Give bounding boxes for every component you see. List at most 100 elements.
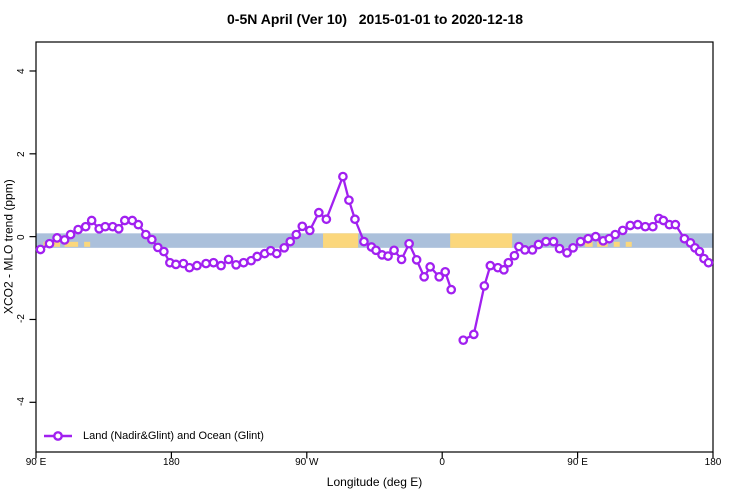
- zero-band-speckle: [585, 241, 593, 247]
- y-tick-label: -2: [16, 315, 27, 324]
- data-point: [527, 245, 538, 255]
- data-point: [694, 246, 705, 257]
- data-point: [583, 233, 593, 244]
- data-point: [359, 236, 369, 247]
- data-point: [562, 247, 572, 258]
- data-point: [610, 229, 621, 240]
- data-point: [201, 258, 211, 269]
- x-axis-label: Longitude (deg E): [326, 475, 423, 489]
- data-point: [389, 245, 399, 256]
- data-point: [396, 254, 407, 265]
- data-point: [59, 235, 70, 245]
- data-point: [285, 236, 296, 247]
- data-point: [509, 250, 520, 261]
- data-point: [208, 257, 219, 268]
- data-point: [617, 225, 628, 236]
- data-point: [350, 214, 360, 225]
- x-tick-label: 90 E: [25, 457, 47, 468]
- data-point: [434, 271, 445, 282]
- x-tick-label: 180: [163, 457, 180, 468]
- data-point: [485, 260, 496, 271]
- data-point: [440, 266, 451, 277]
- data-point: [554, 243, 565, 254]
- data-point: [100, 221, 111, 232]
- zero-band-speckle: [64, 241, 79, 247]
- data-point: [231, 259, 241, 270]
- data-point: [65, 229, 76, 240]
- data-point: [192, 260, 202, 271]
- x-tick-label: 180: [704, 457, 722, 468]
- plot-box: [35, 41, 714, 453]
- data-point: [575, 236, 586, 247]
- y-axis-label: XCO2 - MLO trend (ppm): [1, 179, 16, 315]
- zero-band-speckle: [613, 241, 620, 247]
- zero-band-speckle: [625, 241, 632, 247]
- data-point: [468, 329, 479, 340]
- data-point: [223, 254, 234, 265]
- data-point: [446, 284, 457, 295]
- data-point: [383, 251, 393, 261]
- data-point: [590, 231, 601, 242]
- data-point: [304, 225, 315, 236]
- zero-band-speckle: [84, 241, 91, 247]
- data-point: [146, 234, 157, 245]
- data-point: [113, 223, 124, 234]
- x-tick-label: 90 W: [295, 457, 319, 468]
- y-tick-label: 2: [16, 151, 27, 157]
- data-point: [625, 220, 636, 231]
- data-point: [703, 257, 714, 268]
- series-line: [39, 175, 453, 291]
- data-point: [216, 260, 226, 271]
- y-tick-label: 4: [16, 68, 27, 74]
- data-point: [548, 236, 559, 247]
- data-point: [499, 264, 509, 275]
- data-point: [479, 281, 490, 291]
- data-point: [411, 254, 422, 265]
- data-point: [133, 219, 144, 230]
- data-point: [291, 229, 302, 240]
- chart-title: 0-5N April (Ver 10) 2015-01-01 to 2020-1…: [227, 11, 523, 27]
- data-point: [238, 257, 249, 268]
- data-point: [140, 229, 151, 240]
- legend-line-marker-icon: [44, 431, 72, 441]
- legend: Land (Nadir&Glint) and Ocean (Glint): [42, 429, 264, 443]
- data-point: [670, 219, 681, 230]
- data-point: [321, 214, 332, 225]
- data-point: [419, 271, 429, 282]
- data-point: [568, 242, 578, 253]
- data-point: [503, 257, 514, 268]
- y-tick-label: 0: [16, 233, 27, 240]
- data-point: [271, 248, 282, 259]
- data-point: [520, 245, 530, 255]
- data-point: [119, 215, 130, 226]
- data-point: [86, 215, 97, 226]
- data-point: [35, 244, 46, 255]
- data-point: [171, 259, 181, 270]
- data-point: [640, 221, 651, 232]
- zero-band-orange: [323, 233, 359, 248]
- data-point: [159, 246, 169, 257]
- data-point: [52, 233, 62, 243]
- data-point: [371, 245, 381, 256]
- data-point: [541, 236, 551, 247]
- data-point: [533, 239, 544, 250]
- data-point: [252, 251, 263, 262]
- data-point: [338, 171, 348, 182]
- x-tick-label: 90 E: [567, 457, 588, 468]
- data-point: [647, 221, 658, 232]
- y-tick-label: -4: [16, 397, 27, 407]
- data-point: [297, 221, 308, 232]
- data-point: [313, 207, 324, 218]
- data-point: [73, 224, 83, 235]
- data-point: [44, 238, 55, 249]
- zero-band-orange: [450, 233, 513, 248]
- data-point: [404, 238, 414, 249]
- x-tick-label: 0: [439, 457, 445, 468]
- data-point: [184, 262, 195, 273]
- legend-label: Land (Nadir&Glint) and Ocean (Glint): [83, 430, 264, 442]
- data-point: [425, 262, 436, 272]
- data-point: [80, 221, 91, 232]
- data-point: [632, 219, 643, 230]
